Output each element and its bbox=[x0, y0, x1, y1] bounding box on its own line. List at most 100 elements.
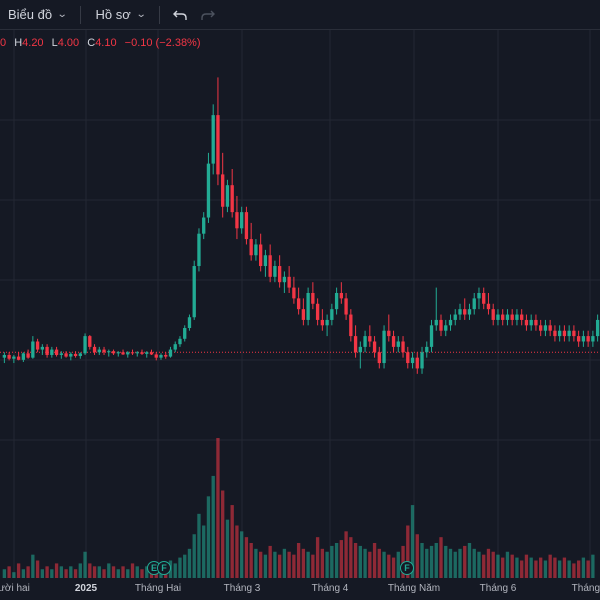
candle-body bbox=[107, 351, 111, 353]
candle-body bbox=[244, 212, 249, 240]
volume-bar bbox=[486, 548, 491, 578]
volume-bar bbox=[121, 566, 125, 578]
volume-bar bbox=[434, 543, 438, 578]
legend-high-value: 4.20 bbox=[22, 37, 44, 49]
candle-body bbox=[339, 292, 344, 299]
candle-body bbox=[520, 314, 524, 320]
volume-bar bbox=[31, 554, 35, 578]
candle-body bbox=[292, 287, 296, 299]
event-label: F bbox=[161, 563, 167, 573]
candle-body bbox=[92, 346, 97, 353]
price-chart[interactable] bbox=[0, 30, 600, 578]
candle-body bbox=[7, 354, 11, 359]
volume-bar bbox=[534, 560, 538, 578]
volume-bar bbox=[59, 566, 63, 578]
undo-icon bbox=[173, 10, 187, 20]
volume-bar bbox=[97, 566, 101, 578]
volume-bar bbox=[292, 554, 296, 578]
volume-bar bbox=[12, 572, 16, 578]
candle-body bbox=[406, 352, 410, 364]
volume-bar bbox=[453, 551, 457, 578]
candle-body bbox=[35, 341, 40, 350]
candle-body bbox=[69, 353, 73, 357]
candle-body bbox=[363, 336, 367, 347]
candle-body bbox=[458, 309, 462, 315]
chart-menu-button[interactable]: Biểu đồ ⌄ bbox=[0, 2, 74, 28]
volume-bar bbox=[591, 554, 595, 578]
volume-bar bbox=[529, 557, 533, 578]
profile-menu-button[interactable]: Hồ sơ ⌄ bbox=[87, 2, 153, 28]
candle-body bbox=[277, 266, 282, 283]
volume-bar bbox=[396, 551, 400, 578]
candle-body bbox=[315, 303, 320, 320]
volume-bar bbox=[334, 543, 339, 578]
time-axis-label: Tháng 3 bbox=[223, 583, 261, 594]
legend-close-value: 4.10 bbox=[95, 37, 117, 49]
volume-bar bbox=[391, 557, 396, 578]
volume-bar bbox=[482, 554, 486, 578]
candle-body bbox=[491, 309, 495, 320]
candle-body bbox=[225, 185, 230, 207]
volume-bar bbox=[368, 551, 372, 578]
volume-bar bbox=[202, 525, 206, 578]
candle-body bbox=[472, 298, 476, 310]
candle-body bbox=[206, 163, 211, 218]
candle-body bbox=[415, 357, 419, 369]
volume-bar bbox=[363, 548, 367, 578]
candle-body bbox=[159, 354, 163, 358]
candle-body bbox=[249, 239, 253, 256]
legend-close-key: C bbox=[87, 37, 96, 49]
candle-body bbox=[496, 314, 500, 320]
financial-event-icon[interactable]: F bbox=[157, 561, 171, 575]
volume-bar bbox=[301, 548, 306, 578]
volume-bar bbox=[154, 572, 158, 578]
event-label: F bbox=[404, 563, 410, 573]
candle-body bbox=[539, 325, 543, 331]
volume-bar bbox=[415, 534, 419, 578]
volume-bar bbox=[221, 490, 225, 578]
candle-body bbox=[358, 346, 362, 353]
candle-body bbox=[444, 325, 448, 331]
volume-bar bbox=[211, 475, 215, 578]
toolbar-divider bbox=[159, 5, 161, 24]
volume-bar bbox=[420, 543, 424, 578]
redo-button[interactable] bbox=[194, 2, 222, 28]
candle-body bbox=[287, 276, 291, 288]
ohlc-legend: 0 H4.20 L4.00 C4.10 −0.10 (−2.38%) bbox=[0, 37, 206, 49]
candle-body bbox=[420, 352, 424, 369]
financial-event-icon[interactable]: F bbox=[400, 561, 414, 575]
legend-low-value: 4.00 bbox=[57, 37, 80, 49]
candle-body bbox=[263, 255, 268, 267]
candle-body bbox=[211, 115, 215, 164]
volume-bar bbox=[315, 537, 320, 578]
volume-bar bbox=[311, 554, 315, 578]
candle-body bbox=[282, 276, 287, 283]
candle-body bbox=[349, 314, 353, 337]
candle-body bbox=[12, 356, 16, 359]
volume-bar bbox=[197, 513, 201, 578]
volume-bar bbox=[463, 545, 467, 578]
candle-body bbox=[64, 353, 68, 357]
volume-bar bbox=[553, 557, 557, 578]
volume-bar bbox=[178, 557, 182, 578]
volume-bar bbox=[83, 551, 87, 578]
volume-bar bbox=[524, 554, 529, 578]
volume-bar bbox=[586, 560, 590, 578]
candle-body bbox=[448, 319, 453, 326]
candle-body bbox=[140, 352, 144, 354]
candle-body bbox=[230, 185, 234, 213]
volume-bar bbox=[230, 505, 234, 578]
candle-body bbox=[534, 319, 538, 326]
volume-bar bbox=[126, 569, 130, 578]
volume-bar bbox=[510, 554, 514, 578]
volume-bar bbox=[557, 560, 562, 578]
candle-body bbox=[54, 349, 59, 355]
candle-body bbox=[31, 341, 35, 358]
volume-bar bbox=[581, 557, 586, 578]
candle-body bbox=[453, 314, 457, 320]
undo-button[interactable] bbox=[166, 2, 194, 28]
candle-body bbox=[97, 349, 101, 353]
candle-body bbox=[330, 309, 334, 320]
volume-bar bbox=[306, 551, 310, 578]
candle-body bbox=[235, 212, 239, 229]
